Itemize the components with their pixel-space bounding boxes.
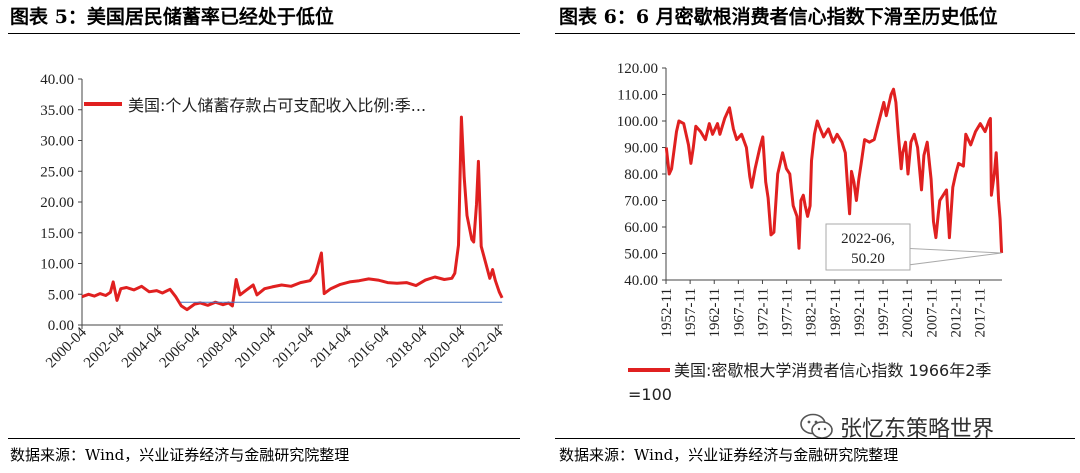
y-tick-label: 5.00 [48,287,74,303]
annotation-line-1: 2022-06, [841,231,895,247]
callout-pointer [899,247,1002,267]
right-chart-title: 图表 6：6 月密歇根消费者信心指数下滑至历史低位 [559,6,998,28]
consumer-sentiment-chart: 40.00 50.00 60.00 70.00 80.00 90.00 100.00 110.… [617,61,1004,404]
y-tick-label: 120.00 [617,61,658,77]
x-tick-label: 2002-11 [900,288,916,337]
left-footer-rule [8,438,520,439]
y-tick-label: 80.00 [624,167,658,183]
y-tick-label: 100.00 [617,114,658,130]
y-tick-label: 10.00 [40,257,74,273]
right-footer-rule [555,438,1075,439]
x-tick-label: 1952-11 [659,288,675,337]
x-tick-label: 1962-11 [707,288,723,337]
right-source-note: 数据来源：Wind，兴业证券经济与金融研究院整理 [559,446,899,464]
x-tick-label: 2012-11 [948,288,964,337]
y-tick-label: 60.00 [624,220,658,236]
legend-label: 美国:个人储蓄存款占可支配收入比例:季... [128,96,426,115]
x-tick-label: 2004-04 [119,324,166,371]
y-tick-label: 15.00 [40,226,74,242]
left-source-note: 数据来源：Wind，兴业证券经济与金融研究院整理 [10,446,350,464]
x-tick-label: 2002-04 [81,324,128,371]
y-tick-label: 70.00 [624,194,658,210]
y-tick-label: 30.00 [40,134,74,150]
x-tick-label: 2018-04 [384,324,431,371]
x-tick-label: 2006-04 [157,324,204,371]
x-tick-label: 1972-11 [755,288,771,337]
x-tick-label: 2010-04 [232,324,279,371]
y-tick-label: 40.00 [624,273,658,289]
wechat-icon [800,413,834,447]
series-line [81,115,504,312]
x-tick-label: 2008-04 [195,324,242,371]
annotation-box [825,223,911,271]
x-tick-label: 2012-04 [270,324,317,371]
legend-label-line-1: 美国:密歇根大学消费者信心指数 1966年2季 [674,361,991,380]
savings-rate-chart: 0.00 5.00 10.00 15.00 20.00 25.00 30.00 35.00 40… [40,72,506,371]
y-tick-label: 90.00 [624,141,658,157]
x-tick-label: 1977-11 [780,288,796,337]
left-chart-title: 图表 5：美国居民储蓄率已经处于低位 [10,6,334,28]
annotation-line-2: 50.20 [851,251,885,267]
y-tick-label: 40.00 [40,72,74,88]
x-tick-label: 1957-11 [683,288,699,337]
x-tick-label: 2016-04 [346,324,393,371]
right-title-rule [555,33,1075,34]
watermark: 张忆东策略世界 [800,411,994,447]
y-tick-label: 50.00 [624,247,658,263]
x-tick-label: 1967-11 [731,288,747,337]
watermark-text: 张忆东策略世界 [840,417,995,442]
x-tick-label: 1997-11 [876,288,892,337]
x-tick-label: 1982-11 [804,288,820,337]
x-tick-label: 2007-11 [924,288,940,337]
series-line [664,87,1004,254]
x-tick-label: 2017-11 [972,288,988,337]
x-tick-label: 2020-04 [422,324,469,371]
y-tick-label: 35.00 [40,103,74,119]
left-title-rule [8,33,520,34]
y-tick-label: 0.00 [48,318,74,334]
y-tick-label: 25.00 [40,164,74,180]
y-tick-label: 20.00 [40,195,74,211]
legend-label-line-2: =100 [628,385,672,404]
x-tick-label: 2014-04 [308,324,355,371]
x-tick-label: 2022-04 [459,324,506,371]
y-tick-label: 110.00 [617,88,658,104]
x-tick-label: 1992-11 [852,288,868,337]
x-tick-label: 1987-11 [828,288,844,337]
